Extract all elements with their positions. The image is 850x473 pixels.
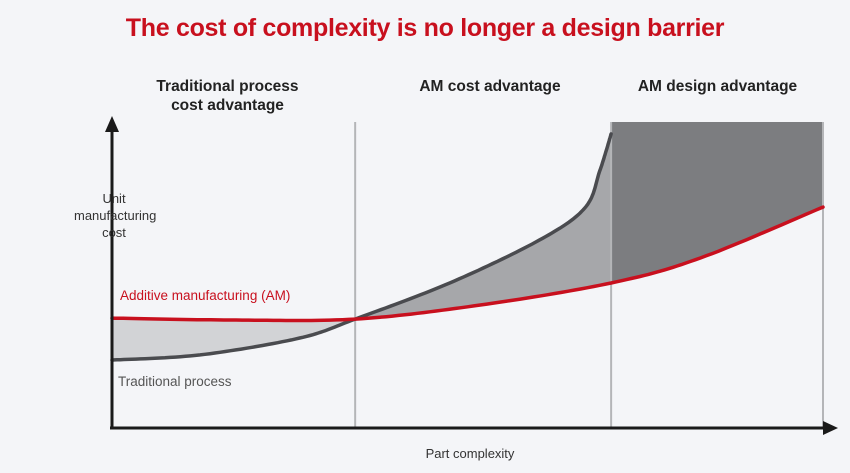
region-header-line: Traditional process	[156, 78, 299, 95]
am-curve	[110, 205, 825, 323]
y-axis-label: Unit manufacturing cost	[74, 190, 157, 241]
y-axis-arrow-icon	[105, 116, 119, 132]
y-axis-label-line: Unit	[102, 191, 126, 206]
page-title: The cost of complexity is no longer a de…	[125, 14, 725, 42]
region-header-am-cost: AM cost advantage	[419, 78, 561, 95]
y-axis-label-line: manufacturing	[74, 208, 157, 223]
am-design-advantage-area	[611, 122, 823, 283]
am-cost-advantage-area	[355, 133, 612, 320]
y-axis-label-line: cost	[102, 225, 126, 240]
region-header-line: cost advantage	[171, 97, 284, 114]
region-header-am-design: AM design advantage	[637, 78, 798, 95]
traditional-series-label: Traditional process	[118, 374, 232, 389]
x-axis-label: Part complexity	[425, 446, 515, 461]
region-header-traditional: Traditional process cost advantage	[140, 77, 315, 115]
am-series-label: Additive manufacturing (AM)	[120, 288, 291, 303]
traditional-process-curve	[110, 132, 613, 362]
traditional-advantage-area	[112, 318, 356, 361]
x-axis-arrow-icon	[823, 421, 838, 435]
